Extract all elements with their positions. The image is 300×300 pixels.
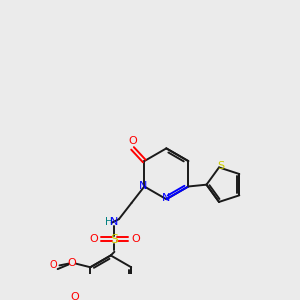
Text: O: O bbox=[131, 234, 140, 244]
Text: N: N bbox=[139, 182, 148, 191]
Text: O: O bbox=[128, 136, 137, 146]
Text: H: H bbox=[105, 217, 113, 227]
Text: N: N bbox=[162, 193, 170, 203]
Text: S: S bbox=[110, 232, 118, 246]
Text: O: O bbox=[89, 234, 98, 244]
Text: N: N bbox=[110, 217, 118, 227]
Text: O: O bbox=[70, 292, 79, 300]
Text: O: O bbox=[67, 258, 76, 268]
Text: O: O bbox=[49, 260, 57, 270]
Text: S: S bbox=[217, 160, 224, 171]
